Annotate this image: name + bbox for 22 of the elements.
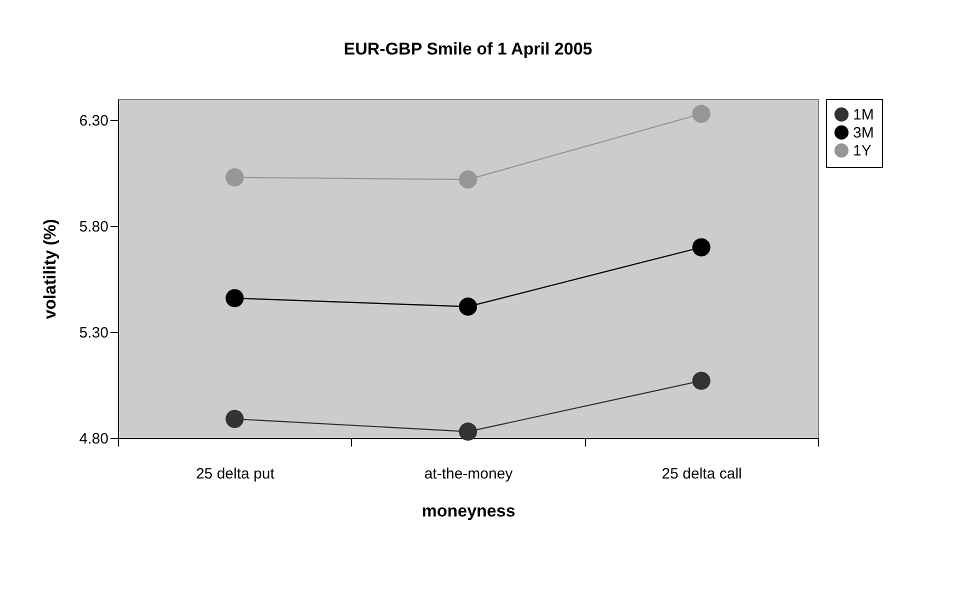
legend-label: 3M bbox=[853, 124, 874, 142]
y-axis-title: volatility (%) bbox=[40, 218, 60, 320]
point bbox=[226, 289, 244, 308]
legend-label: 1Y bbox=[853, 142, 872, 160]
point bbox=[226, 168, 244, 186]
y-tick-label: 4.80 bbox=[79, 430, 108, 448]
y-tick-label: 5.80 bbox=[79, 218, 108, 236]
x-axis-title: moneyness bbox=[422, 502, 516, 520]
point bbox=[692, 104, 710, 123]
point bbox=[458, 422, 478, 441]
chart-title: EUR-GBP Smile of 1 April 2005 bbox=[344, 40, 592, 58]
y-tick-label: 5.30 bbox=[79, 324, 108, 342]
point bbox=[458, 298, 478, 316]
x-tick-label: 25 delta put bbox=[196, 466, 276, 482]
point bbox=[692, 238, 710, 256]
y-tick-label: 6.30 bbox=[79, 112, 108, 130]
x-tick-label: at-the-money bbox=[424, 466, 514, 482]
point bbox=[226, 410, 244, 428]
legend-label: 1M bbox=[853, 106, 874, 124]
point bbox=[458, 170, 478, 189]
point bbox=[692, 372, 710, 390]
x-tick-label: 25 delta call bbox=[662, 466, 742, 482]
